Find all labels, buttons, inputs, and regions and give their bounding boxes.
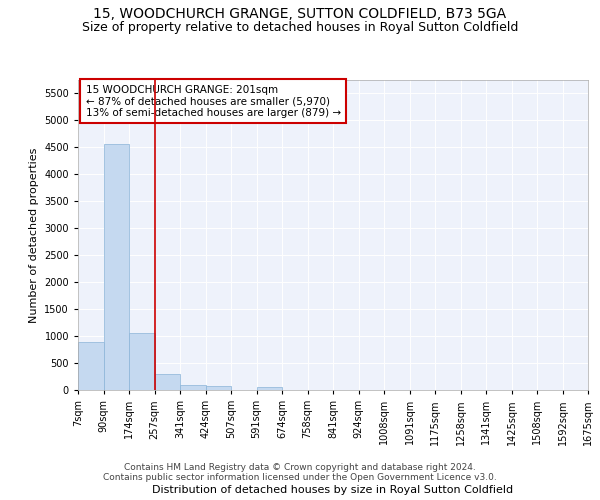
Text: Size of property relative to detached houses in Royal Sutton Coldfield: Size of property relative to detached ho…	[82, 21, 518, 34]
Bar	[205, 386, 231, 390]
Bar	[129, 333, 155, 390]
Bar	[104, 144, 129, 390]
Text: Distribution of detached houses by size in Royal Sutton Coldfield: Distribution of detached houses by size …	[152, 485, 514, 495]
Text: 15, WOODCHURCH GRANGE, SUTTON COLDFIELD, B73 5GA: 15, WOODCHURCH GRANGE, SUTTON COLDFIELD,…	[94, 8, 506, 22]
Bar	[155, 374, 180, 390]
Bar	[257, 387, 282, 390]
Y-axis label: Number of detached properties: Number of detached properties	[29, 148, 38, 322]
Bar	[78, 342, 104, 390]
Text: 15 WOODCHURCH GRANGE: 201sqm
← 87% of detached houses are smaller (5,970)
13% of: 15 WOODCHURCH GRANGE: 201sqm ← 87% of de…	[86, 84, 341, 118]
Text: Contains HM Land Registry data © Crown copyright and database right 2024.
Contai: Contains HM Land Registry data © Crown c…	[103, 462, 497, 482]
Bar	[180, 385, 205, 390]
